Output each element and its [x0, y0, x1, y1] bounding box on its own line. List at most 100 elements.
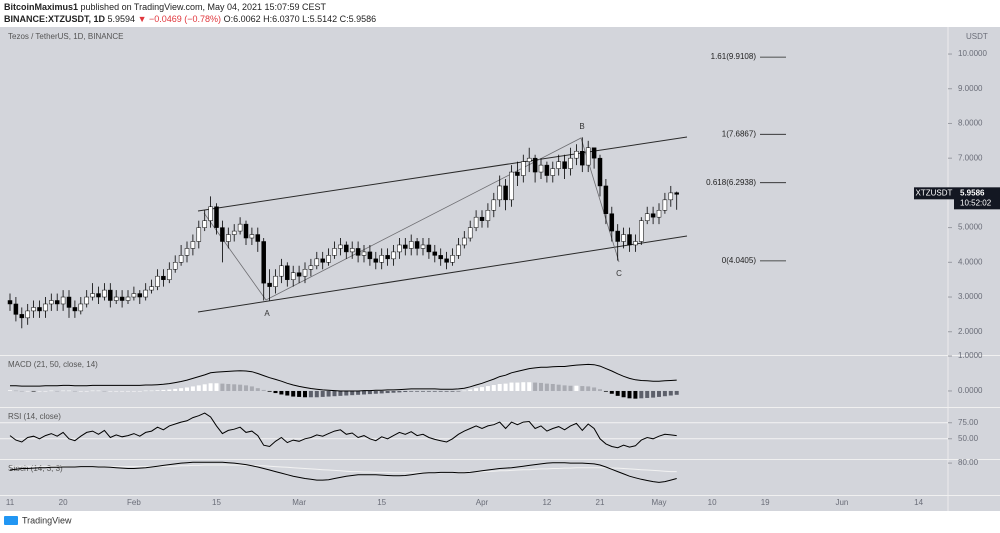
histogram-bar: [438, 390, 443, 392]
histogram-bar: [19, 390, 24, 392]
histogram-bar: [167, 389, 172, 391]
histogram-bar: [527, 382, 532, 391]
fib-label: 0(4.0405): [722, 256, 757, 265]
wave-label: C: [616, 269, 622, 278]
indicator-line: [9, 461, 677, 483]
candle-body: [279, 265, 284, 277]
histogram-bar: [297, 390, 302, 397]
candle-body: [72, 307, 78, 312]
histogram-bar: [13, 390, 18, 392]
indicator-line: [9, 412, 677, 449]
macd-line: [10, 363, 677, 392]
histogram-bar: [485, 386, 490, 391]
x-tick-label: 11: [6, 498, 15, 507]
candle-body: [462, 237, 467, 246]
wave-label: B: [579, 122, 584, 131]
candle-body: [467, 227, 473, 239]
x-tick-label: 19: [761, 498, 770, 507]
histogram-bar: [84, 390, 89, 392]
histogram-bar: [96, 390, 101, 392]
candle-body: [214, 206, 219, 228]
candle-body: [261, 241, 266, 284]
histogram-bar: [61, 390, 66, 392]
publish-line: BitcoinMaximus1 published on TradingView…: [4, 2, 327, 12]
candle-body: [621, 234, 626, 242]
histogram-bar: [344, 390, 349, 396]
histogram-bar: [72, 390, 77, 392]
histogram-bar: [426, 390, 431, 392]
candle-body: [131, 293, 137, 298]
histogram-bar: [179, 388, 184, 391]
x-tick-label: Apr: [476, 498, 489, 507]
histogram-bar: [149, 390, 154, 392]
candle-body: [196, 227, 202, 242]
candle-body: [668, 192, 674, 201]
histogram-bar: [338, 390, 343, 396]
candle-body: [591, 147, 597, 159]
candle-body: [302, 269, 308, 277]
pane-title: Tezos / TetherUS, 1D, BINANCE: [8, 32, 123, 41]
histogram-bar: [633, 390, 638, 399]
y-tick-label: 8.0000: [958, 119, 983, 128]
candle-body: [509, 171, 514, 201]
candle-body: [231, 230, 237, 235]
histogram-bar: [397, 390, 402, 393]
symbol: BINANCE:XTZUSDT, 1D: [4, 14, 106, 24]
histogram-bar: [474, 388, 479, 391]
candle-body: [373, 258, 379, 263]
histogram-bar: [190, 386, 195, 391]
price-change: ▼ −0.0469 (−0.78%): [138, 14, 221, 24]
candle-body: [125, 296, 131, 301]
candle-body: [420, 244, 426, 249]
histogram-bar: [214, 383, 219, 391]
candle-body: [332, 248, 337, 256]
candle-body: [226, 234, 231, 242]
candle-body: [149, 286, 154, 291]
candle-body: [639, 220, 644, 242]
brand: TradingView: [22, 515, 72, 525]
channel-upper: [197, 136, 688, 212]
candle-body: [113, 296, 119, 301]
pane-title: MACD (21, 50, close, 14): [8, 360, 98, 369]
y-tick-label: 1.0000: [958, 351, 983, 360]
y-tick-label: 4.0000: [958, 257, 983, 266]
candle-body: [556, 161, 561, 169]
candle-body: [190, 241, 196, 249]
candle-body: [202, 220, 207, 228]
histogram-bar: [379, 390, 384, 394]
author[interactable]: BitcoinMaximus1: [4, 2, 78, 12]
histogram-bar: [503, 383, 508, 391]
histogram-bar: [285, 390, 290, 396]
histogram-bar: [385, 390, 390, 394]
candle-body: [237, 223, 243, 232]
candle-body: [361, 251, 367, 256]
candle-body: [296, 272, 302, 277]
candle-body: [503, 185, 508, 201]
histogram-bar: [674, 390, 679, 395]
histogram-bar: [155, 390, 160, 391]
histogram-bar: [367, 390, 372, 395]
candle-body: [7, 300, 13, 305]
candle-body: [444, 258, 449, 263]
histogram-bar: [373, 390, 378, 394]
candle-body: [521, 161, 526, 176]
candle-body: [90, 293, 95, 298]
x-tick-label: 15: [212, 498, 221, 507]
candle-body: [615, 230, 620, 242]
candle-body: [367, 251, 373, 260]
histogram-bar: [303, 390, 307, 398]
logo: TradingView: [4, 515, 72, 525]
fib-label: 1.61(9.9108): [711, 52, 757, 61]
y-tick-label: 9.0000: [958, 84, 983, 93]
price-tag-value: 5.9586: [960, 188, 985, 197]
histogram-bar: [185, 387, 189, 391]
channel-lower: [197, 235, 688, 313]
candle-body: [84, 296, 89, 305]
candle-body: [54, 300, 60, 305]
candle-body: [414, 241, 420, 249]
candle-body: [155, 275, 160, 287]
fib-label: 0.618(6.2938): [706, 178, 756, 187]
histogram-bar: [362, 390, 366, 395]
histogram-bar: [31, 390, 36, 392]
candle-body: [656, 209, 662, 218]
